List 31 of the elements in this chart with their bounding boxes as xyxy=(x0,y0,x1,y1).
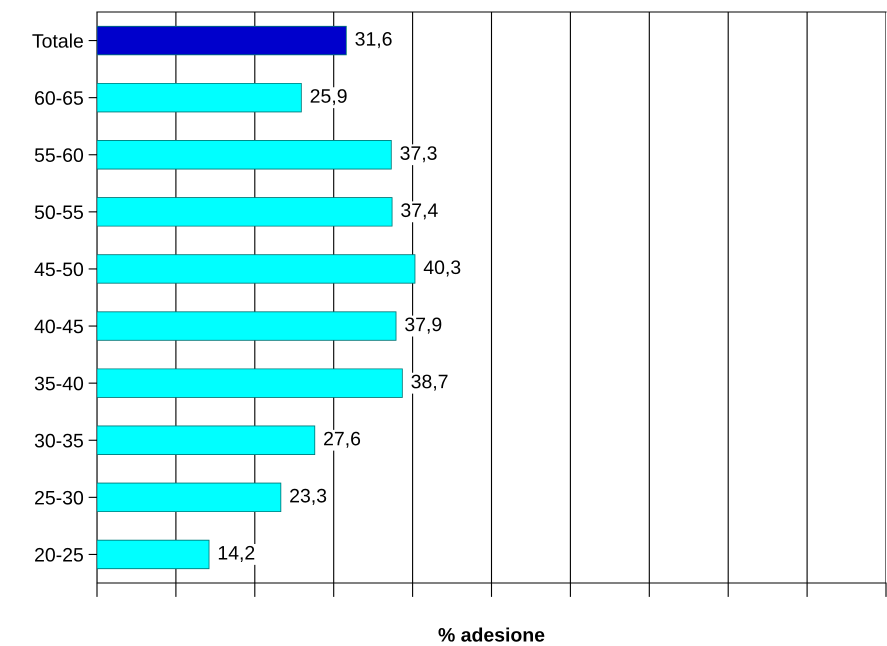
x-axis-title: % adesione xyxy=(438,627,544,642)
bar xyxy=(97,197,393,227)
bar xyxy=(97,254,416,284)
data-label: 40,3 xyxy=(424,260,460,276)
data-label: 38,7 xyxy=(411,374,448,391)
y-tick-label: 50-55 xyxy=(34,205,83,220)
y-tick-label: 20-25 xyxy=(35,548,83,562)
bar xyxy=(97,311,396,341)
y-tick-label: 55-60 xyxy=(34,148,84,162)
bar xyxy=(97,368,403,398)
bar xyxy=(97,140,392,170)
y-tick-label: 45-50 xyxy=(34,262,84,276)
y-tick-label: 30-35 xyxy=(34,434,83,448)
bar xyxy=(97,82,302,112)
data-label: 37,4 xyxy=(401,203,438,220)
data-label: 23,3 xyxy=(290,488,326,505)
bar xyxy=(97,482,282,512)
bar xyxy=(97,26,347,56)
y-tick-label: Totale xyxy=(32,34,83,48)
bar xyxy=(97,426,316,455)
data-label: 25,9 xyxy=(310,89,347,106)
y-tick-label: 35-40 xyxy=(34,376,84,390)
data-label: 14,2 xyxy=(218,546,254,562)
data-label: 37,3 xyxy=(400,146,437,162)
y-tick-label: 60-65 xyxy=(35,91,83,105)
bar xyxy=(97,540,210,570)
y-tick-label: 40-45 xyxy=(34,320,83,334)
data-label: 27,6 xyxy=(324,432,360,448)
y-tick-label: 25-30 xyxy=(35,490,84,505)
data-label: 31,6 xyxy=(355,32,392,48)
data-label: 37,9 xyxy=(405,318,442,334)
